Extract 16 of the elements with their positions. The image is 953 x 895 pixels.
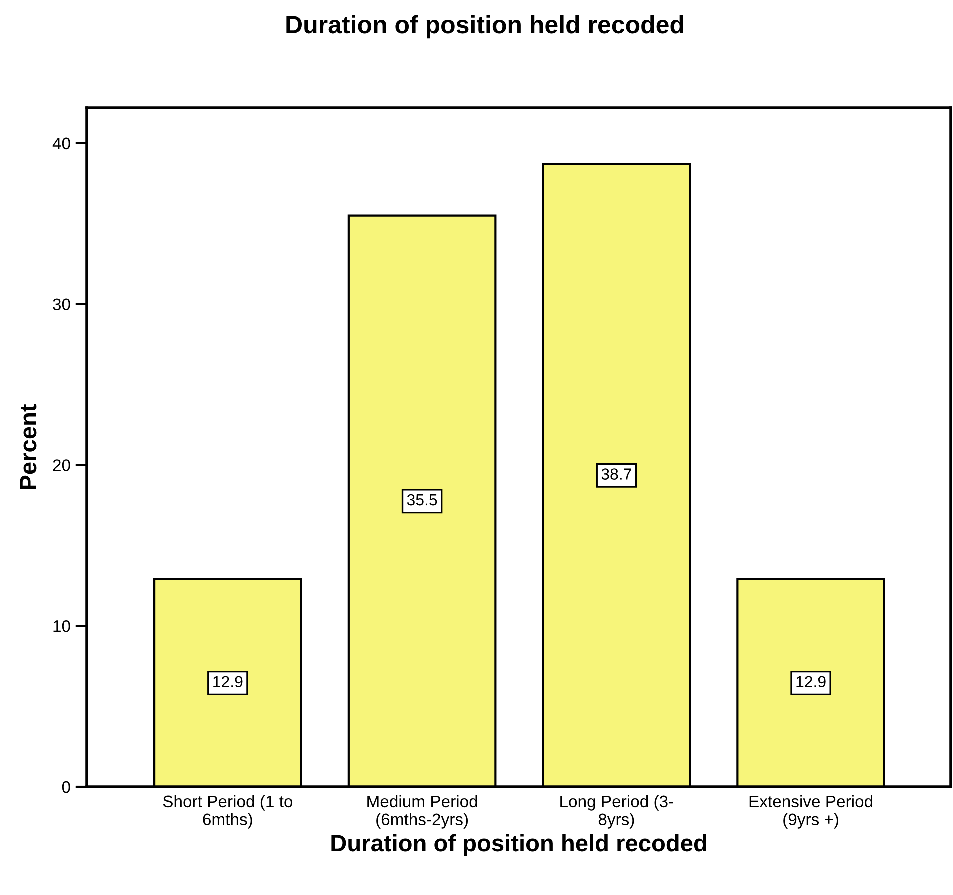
y-tick-label: 40 [52,138,70,150]
data-label: 12.9 [214,676,243,688]
x-axis-title: Duration of position held recoded [332,834,706,856]
y-tick-label: 0 [62,781,70,794]
x-tick-label: Long Period (3- 8yrs) [560,795,674,829]
data-label: 38.7 [602,468,632,480]
y-axis-title: Percent [20,404,37,490]
x-tick-label: Medium Period (6mths-2yrs) [368,795,478,829]
y-tick-label: 30 [53,298,70,310]
y-tick-label: 20 [53,460,70,472]
data-label: 12.9 [796,676,826,688]
data-label: 35.5 [407,494,438,506]
y-tick-label: 10 [54,620,70,632]
chart-title: Duration of position held recoded [286,15,684,39]
x-tick-label: Short Period (1 to 6mths) [163,795,293,829]
x-tick-label: Extensive Period (9yrs +) [750,795,873,829]
